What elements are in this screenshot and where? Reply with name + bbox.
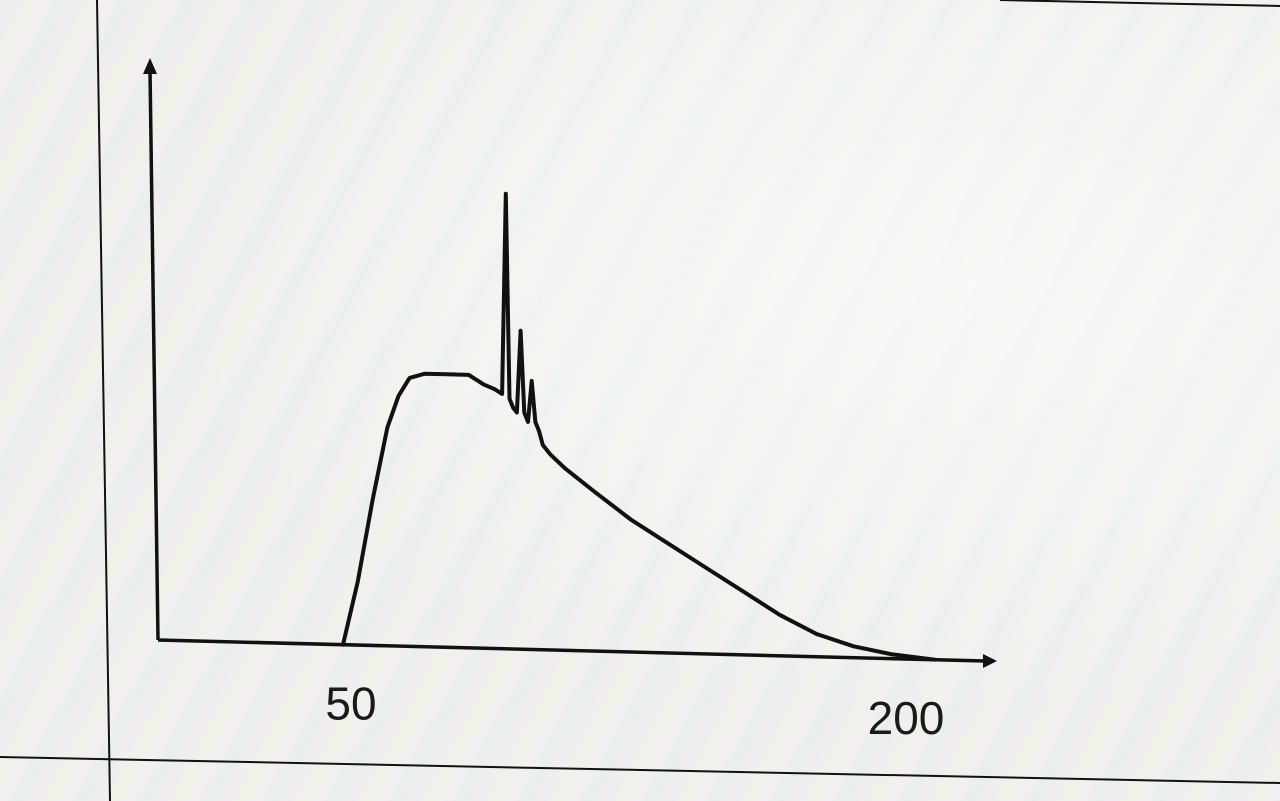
frame-line-bottom xyxy=(0,756,1280,784)
x-axis-line xyxy=(157,638,986,663)
y-axis-arrowhead xyxy=(143,58,157,74)
x-axis xyxy=(157,638,997,668)
frame-line-left xyxy=(96,0,111,801)
tick-labels: 50 200 xyxy=(325,678,944,744)
y-axis-line xyxy=(148,69,160,641)
x-tick-label-1: 200 xyxy=(868,692,945,744)
series-layer xyxy=(341,191,937,662)
series-line-0 xyxy=(341,191,937,662)
frame-line-top xyxy=(999,0,1280,7)
x-axis-arrowhead xyxy=(983,654,997,668)
x-tick-label-0: 50 xyxy=(325,678,376,730)
y-axis xyxy=(143,58,160,641)
